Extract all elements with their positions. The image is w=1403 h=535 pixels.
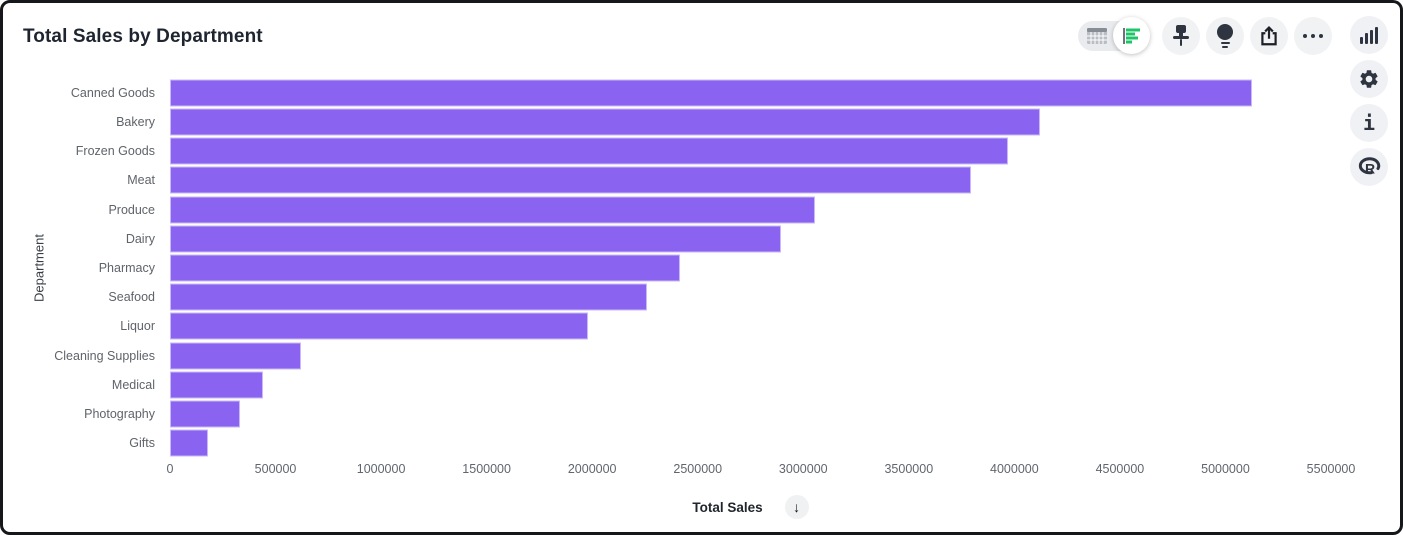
category-label: Cleaning Supplies <box>54 348 155 363</box>
bar-seafood[interactable] <box>170 283 648 311</box>
bar-row <box>170 195 1331 224</box>
bar-pharmacy[interactable] <box>170 254 680 282</box>
category-label: Gifts <box>129 436 155 451</box>
pin-button[interactable] <box>1162 17 1200 55</box>
share-up-arrow-icon <box>1261 26 1277 46</box>
bar-bakery[interactable] <box>170 108 1040 136</box>
x-axis-tick: 2000000 <box>567 462 617 476</box>
x-axis-tick: 500000 <box>254 462 297 476</box>
r-logo-icon: R <box>1358 157 1381 177</box>
bar-row <box>170 312 1331 341</box>
ellipsis-icon <box>1302 33 1324 39</box>
category-label: Produce <box>108 202 155 217</box>
svg-text:R: R <box>1365 161 1375 177</box>
sort-descending-button[interactable]: ↓ <box>784 495 809 519</box>
x-axis-tick: 2500000 <box>673 462 723 476</box>
bar-photography[interactable] <box>170 400 240 428</box>
x-axis: 0 500000 1000000 1500000 2000000 2500000 30000… <box>166 462 1356 478</box>
plot-area <box>170 78 1331 458</box>
bar-produce[interactable] <box>170 196 815 224</box>
category-label: Frozen Goods <box>75 144 155 159</box>
chart-view-button[interactable] <box>1113 17 1150 54</box>
category-label: Medical <box>111 377 155 392</box>
arrow-down-icon: ↓ <box>793 499 801 515</box>
x-axis-tick: 5500000 <box>1306 462 1356 476</box>
category-label: Pharmacy <box>98 261 155 276</box>
i-glyph-icon: i <box>1362 111 1376 135</box>
bar-row <box>170 166 1331 195</box>
bar-row <box>170 107 1331 136</box>
category-label: Liquor <box>120 319 155 334</box>
x-axis-tick: 1500000 <box>462 462 511 476</box>
chart-type-button[interactable] <box>1350 16 1388 54</box>
r-logo-button[interactable]: R <box>1350 148 1388 186</box>
bar-row <box>170 136 1331 165</box>
bar-medical[interactable] <box>170 371 263 399</box>
x-axis-tick: 5000000 <box>1201 462 1250 476</box>
insights-button[interactable] <box>1206 17 1244 55</box>
bar-row <box>170 224 1331 253</box>
share-button[interactable] <box>1250 17 1288 55</box>
page-title: Total Sales by Department <box>23 26 263 47</box>
bar-gifts[interactable] <box>170 429 208 457</box>
bar-cleaning-supplies[interactable] <box>170 342 301 370</box>
x-axis-tick: 0 <box>166 462 174 476</box>
x-axis-title-row: Total Sales ↓ <box>170 495 1331 519</box>
bar-row <box>170 400 1331 429</box>
view-toggle[interactable] <box>1078 17 1150 54</box>
y-axis-labels: Canned Goods Bakery Frozen Goods Meat Produc… <box>3 78 155 458</box>
table-grid-icon <box>1087 28 1107 44</box>
gear-icon <box>1360 70 1378 88</box>
lightbulb-icon <box>1217 24 1233 48</box>
info-button[interactable]: i <box>1350 104 1388 142</box>
x-axis-tick: 3500000 <box>884 462 934 476</box>
x-axis-tick: 4000000 <box>990 462 1039 476</box>
bar-row <box>170 283 1331 312</box>
more-button[interactable] <box>1294 17 1332 55</box>
category-label: Seafood <box>108 290 155 305</box>
bar-row <box>170 78 1331 107</box>
category-label: Meat <box>127 173 155 188</box>
bar-frozen-goods[interactable] <box>170 137 1009 165</box>
right-rail: i R <box>1350 16 1388 186</box>
table-view-button[interactable] <box>1087 28 1107 44</box>
category-label: Photography <box>84 407 155 422</box>
category-label: Bakery <box>116 114 155 129</box>
category-label: Canned Goods <box>70 85 155 100</box>
category-label: Dairy <box>125 231 155 246</box>
settings-button[interactable] <box>1350 60 1388 98</box>
bar-canned-goods[interactable] <box>170 79 1252 107</box>
horizontal-bar-chart-icon <box>1122 27 1140 44</box>
bar-dairy[interactable] <box>170 225 782 253</box>
x-axis-tick: 3000000 <box>778 462 828 476</box>
x-axis-title: Total Sales <box>692 499 763 515</box>
toolbar <box>1078 17 1332 55</box>
bar-meat[interactable] <box>170 166 972 194</box>
bar-row <box>170 253 1331 282</box>
x-axis-tick: 1000000 <box>356 462 406 476</box>
bar-row <box>170 370 1331 399</box>
bar-row <box>170 429 1331 458</box>
column-chart-icon <box>1360 27 1378 44</box>
x-axis-tick: 4500000 <box>1095 462 1145 476</box>
bar-liquor[interactable] <box>170 312 588 340</box>
pushpin-icon <box>1173 25 1189 47</box>
bar-row <box>170 341 1331 370</box>
